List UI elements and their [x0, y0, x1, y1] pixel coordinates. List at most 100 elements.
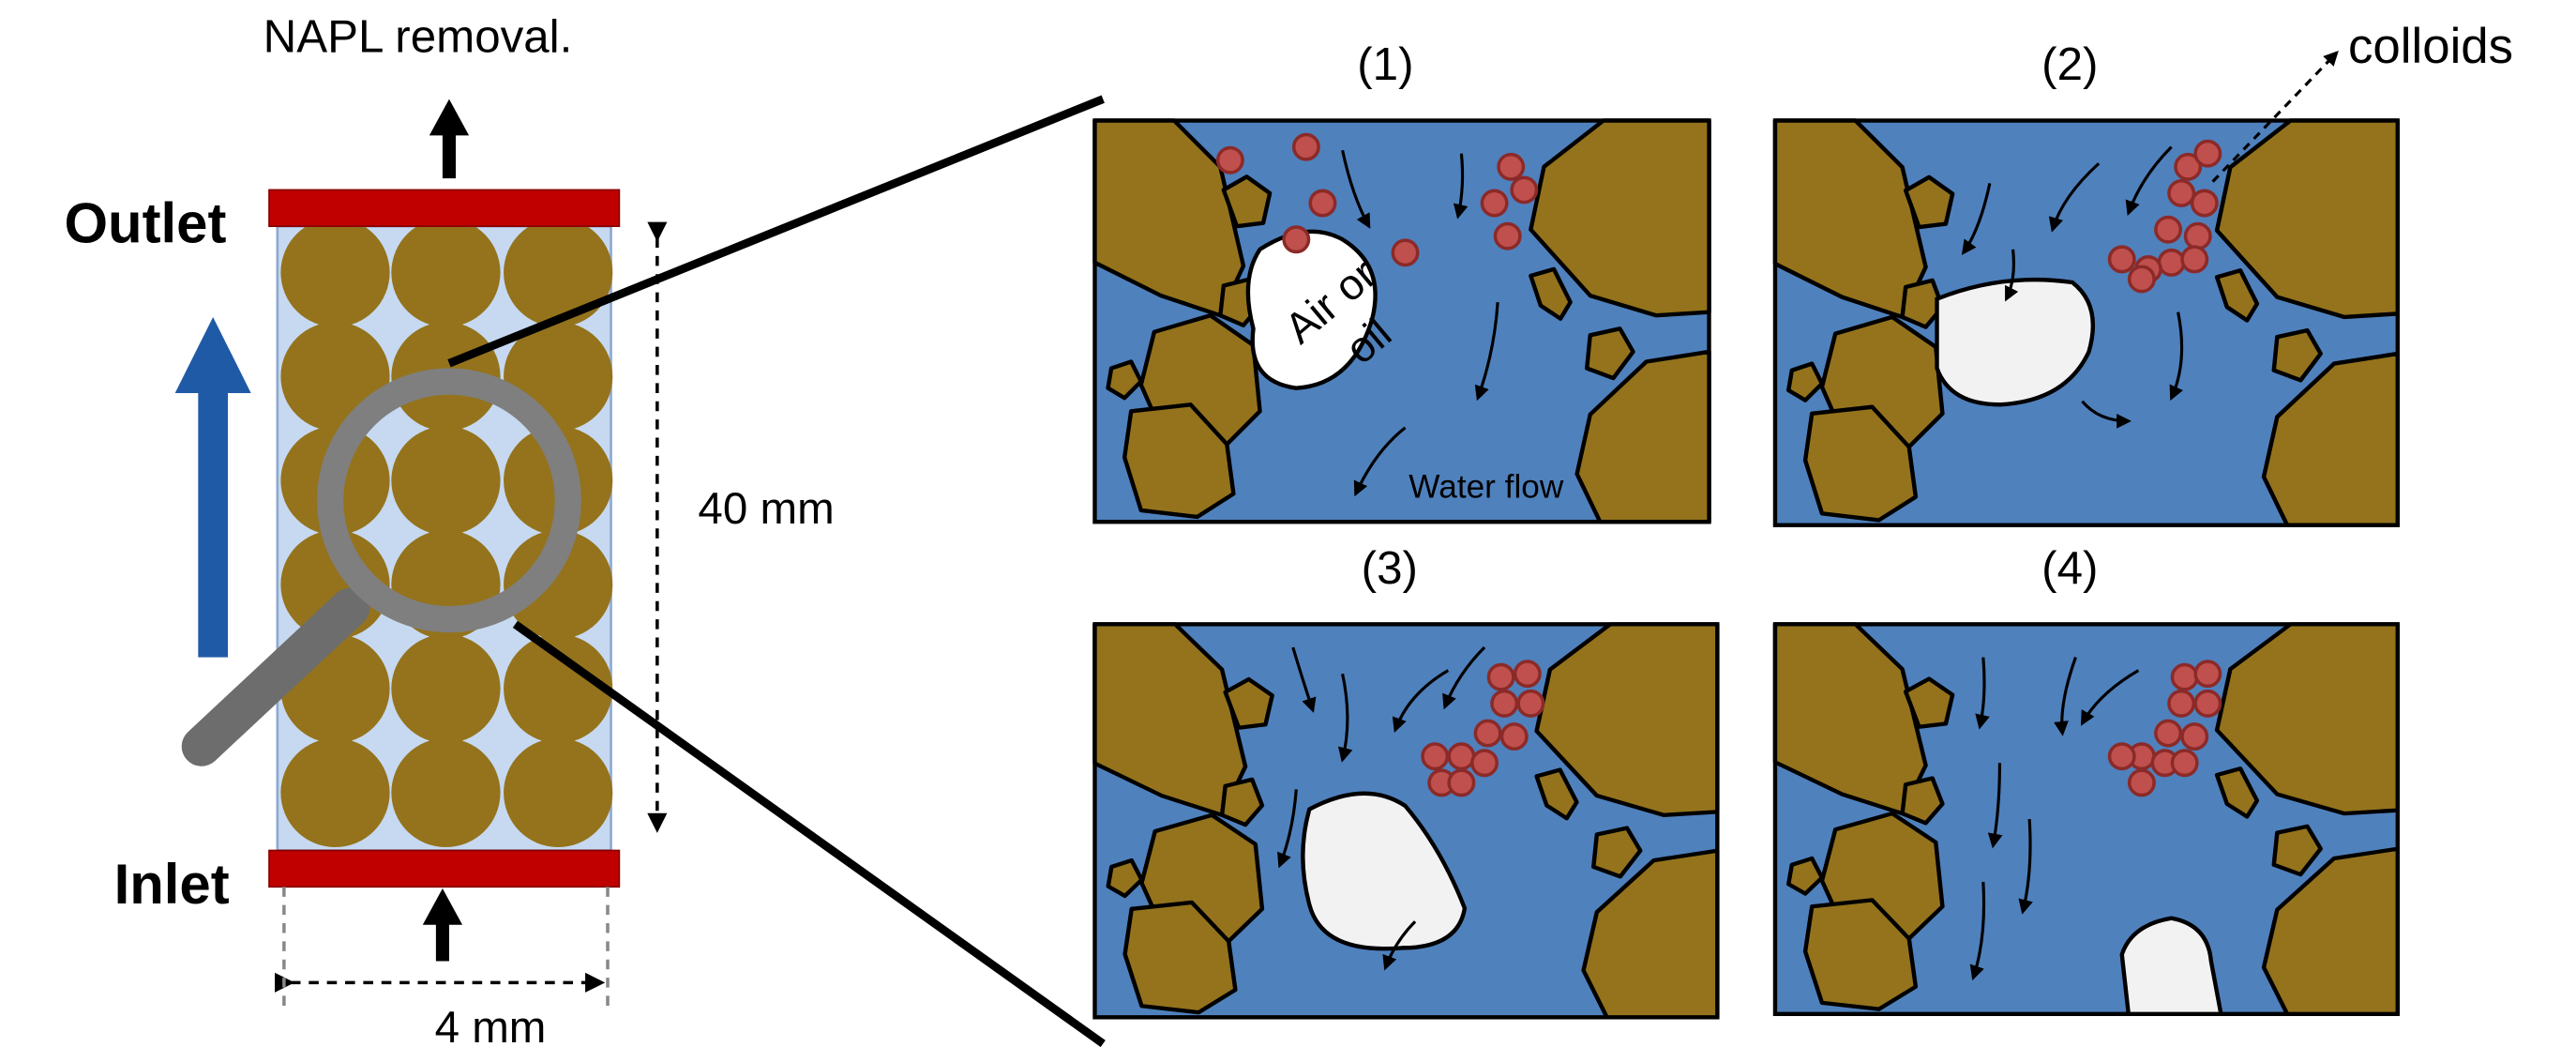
grain	[1802, 404, 1919, 523]
flow-arrow	[2125, 145, 2173, 217]
grain	[1106, 857, 1144, 899]
grain	[1574, 349, 1711, 524]
bead	[504, 530, 613, 640]
grain	[1900, 278, 1945, 329]
flow-arrow	[1382, 920, 1417, 971]
napl-label: NAPL removal.	[264, 10, 573, 62]
colloid	[1490, 689, 1519, 718]
pore-panel	[1092, 622, 1720, 1020]
flow-arrow	[2169, 311, 2184, 402]
colloid	[2127, 265, 2156, 294]
colloid	[1516, 689, 1545, 718]
colloid	[1291, 132, 1320, 161]
colloid	[1447, 768, 1476, 797]
colloid	[2170, 662, 2199, 691]
flow-arrow	[1987, 763, 2003, 849]
colloid	[2107, 742, 2136, 771]
colloid	[2127, 768, 2156, 797]
grain	[1223, 676, 1274, 730]
colloid-pointer	[2211, 51, 2339, 183]
magnifier	[181, 368, 581, 766]
colloid	[1470, 749, 1499, 778]
grain	[1903, 174, 1955, 230]
grain	[1802, 898, 1919, 1011]
colloid	[1499, 722, 1529, 751]
grain	[1903, 676, 1955, 729]
colloid	[2193, 139, 2222, 168]
pore-panel	[1772, 118, 2401, 527]
flow-arrow	[1975, 657, 1990, 730]
flow-arrow	[2005, 249, 2019, 302]
grain	[2261, 846, 2401, 1016]
colloid	[1391, 238, 1420, 267]
colloid	[1513, 660, 1542, 689]
flow-arrow	[1277, 789, 1298, 869]
bead	[391, 633, 501, 744]
colloid	[1480, 189, 1509, 218]
outlet-label: Outlet	[65, 192, 227, 255]
grain	[2214, 766, 2260, 819]
colloid	[1497, 152, 1526, 181]
air-oil	[1301, 791, 1468, 951]
width-label: 4 mm	[435, 1003, 547, 1047]
colloid	[2190, 189, 2219, 218]
colloid	[2193, 689, 2222, 718]
colloid	[1421, 742, 1450, 771]
zoom-line	[512, 620, 1106, 1047]
panel-label: (1)	[1357, 38, 1413, 90]
bead	[280, 737, 390, 848]
inlet-label: Inlet	[114, 853, 230, 916]
bead	[280, 218, 390, 327]
grain	[2214, 268, 2260, 323]
bead	[391, 426, 501, 536]
grain	[2271, 824, 2323, 877]
flow-arrow	[2054, 657, 2077, 736]
flow-arrow	[1961, 183, 1992, 255]
grain	[1122, 402, 1236, 520]
colloid	[2154, 719, 2183, 748]
colloid	[1282, 225, 1311, 254]
grain	[1581, 848, 1720, 1020]
colloid	[1308, 189, 1337, 218]
grain	[2214, 622, 2401, 816]
blue-arrow	[174, 316, 251, 658]
colloid	[2167, 178, 2196, 207]
colloid	[2157, 248, 2186, 277]
length-label: 40 mm	[698, 484, 834, 534]
pore-panel	[1092, 118, 1711, 524]
grain	[1529, 266, 1573, 321]
bead	[391, 737, 501, 848]
pore-panel	[1772, 622, 2401, 1016]
bead	[504, 218, 613, 327]
grain	[1529, 118, 1711, 318]
flow-arrow	[1969, 881, 1986, 981]
air-oil	[1245, 229, 1378, 390]
colloid	[2193, 660, 2222, 689]
colloid	[2180, 245, 2209, 274]
grain	[1585, 326, 1635, 381]
grain	[1219, 777, 1265, 827]
colloid	[1493, 221, 1522, 250]
flow-arrow	[1442, 645, 1486, 710]
grain	[1900, 776, 1945, 826]
grain	[1534, 767, 1579, 821]
colloid	[1215, 145, 1244, 174]
panel-label: (2)	[2041, 38, 2098, 90]
grain	[1106, 359, 1143, 401]
grain	[1591, 826, 1643, 879]
colloid	[1510, 175, 1539, 205]
panel-label: (4)	[2041, 542, 2098, 594]
flow-arrow	[1291, 646, 1317, 713]
flow-arrow	[1392, 669, 1450, 734]
flow-arrow	[2081, 400, 2132, 429]
flow-arrow	[2048, 162, 2101, 233]
dimensions	[275, 221, 668, 1008]
grain	[1786, 856, 1825, 896]
column	[268, 189, 621, 888]
zoom-line	[447, 95, 1105, 368]
panel-label: (3)	[1362, 542, 1418, 594]
flow-arrow	[1453, 153, 1469, 220]
